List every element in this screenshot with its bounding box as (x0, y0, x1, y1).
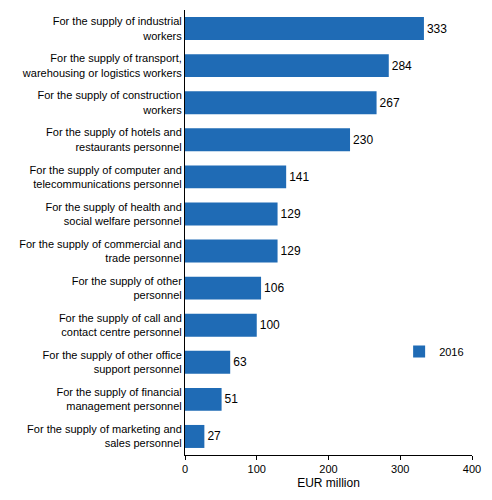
svg-text:284: 284 (392, 59, 412, 73)
svg-text:For the supply of computer and: For the supply of computer andtelecommun… (30, 164, 182, 190)
svg-text:For the supply of health andso: For the supply of health andsocial welfa… (45, 201, 181, 227)
svg-text:129: 129 (281, 207, 301, 221)
svg-text:230: 230 (353, 133, 373, 147)
svg-text:300: 300 (391, 463, 409, 475)
svg-text:For the supply of construction: For the supply of constructionworkers (38, 89, 183, 115)
svg-text:200: 200 (319, 463, 337, 475)
svg-text:For the supply of marketing an: For the supply of marketing andsales per… (27, 423, 182, 449)
svg-text:129: 129 (281, 244, 301, 258)
svg-text:For the supply of transport,wa: For the supply of transport,warehousing … (22, 52, 182, 78)
svg-text:0: 0 (182, 463, 188, 475)
svg-text:For the supply of financialman: For the supply of financialmanagement pe… (56, 386, 181, 412)
svg-text:EUR million: EUR million (297, 476, 360, 490)
svg-text:63: 63 (233, 355, 247, 369)
svg-text:51: 51 (225, 392, 239, 406)
svg-text:For the supply of otherpersonn: For the supply of otherpersonnel (72, 275, 182, 301)
svg-text:For the supply of hotels andre: For the supply of hotels andrestaurants … (46, 126, 182, 152)
svg-text:400: 400 (463, 463, 481, 475)
svg-text:For the supply of other office: For the supply of other officesupport pe… (43, 349, 182, 375)
svg-text:27: 27 (207, 429, 221, 443)
svg-text:100: 100 (260, 318, 280, 332)
svg-text:100: 100 (248, 463, 266, 475)
svg-text:141: 141 (289, 170, 309, 184)
svg-text:For the supply of commercial a: For the supply of commercial andtrade pe… (19, 238, 182, 264)
svg-text:333: 333 (427, 22, 447, 36)
svg-text:106: 106 (264, 281, 284, 295)
svg-text:For the supply of call andcont: For the supply of call andcontact centre… (59, 312, 182, 338)
svg-text:267: 267 (380, 96, 400, 110)
svg-text:2016: 2016 (439, 346, 463, 358)
svg-text:For the supply of industrialwo: For the supply of industrialworkers (53, 15, 183, 41)
